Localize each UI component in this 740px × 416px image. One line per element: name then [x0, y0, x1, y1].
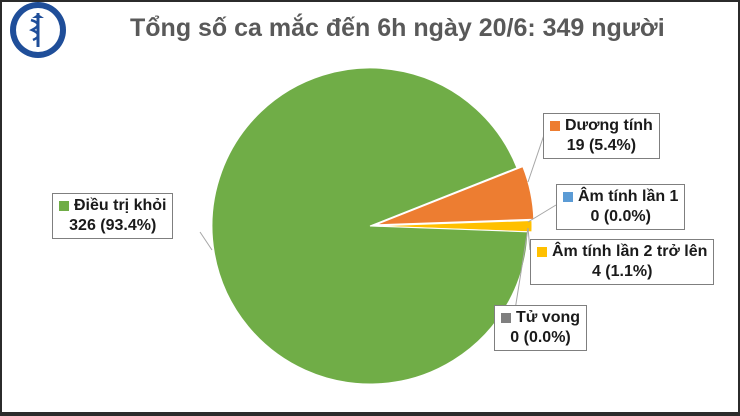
- label-am-tinh-lan-2: Âm tính lần 2 trở lên 4 (1.1%): [530, 239, 715, 285]
- label-value: 19 (5.4%): [566, 137, 637, 154]
- leader-line-1: [527, 204, 557, 223]
- label-value: 4 (1.1%): [591, 263, 653, 280]
- legend-swatch: [563, 192, 573, 202]
- leader-line-4: [199, 231, 213, 251]
- label-name: Tử vong: [516, 309, 581, 326]
- label-tu-vong: Tử vong 0 (0.0%): [494, 305, 588, 351]
- label-name: Dương tính: [565, 117, 653, 134]
- label-name: Âm tính lần 1: [578, 188, 679, 205]
- chart-title: Tổng số ca mắc đến 6h ngày 20/6: 349 ngư…: [130, 14, 665, 42]
- pie-slice-0: [375, 165, 535, 226]
- leader-line-3: [514, 227, 529, 311]
- label-value: 0 (0.0%): [590, 208, 651, 225]
- label-value: 0 (0.0%): [510, 329, 571, 346]
- label-name: Điều trị khỏi: [74, 197, 167, 214]
- pie-slice-2: [373, 219, 533, 233]
- legend-swatch: [537, 247, 547, 257]
- leader-line-0: [527, 131, 546, 183]
- legend-swatch: [501, 313, 511, 323]
- leader-line-2: [527, 227, 531, 251]
- label-am-tinh-lan-1: Âm tính lần 1 0 (0.0%): [556, 184, 686, 230]
- label-value: 326 (93.4%): [69, 217, 157, 234]
- ministry-of-health-logo: [10, 2, 66, 58]
- label-name: Âm tính lần 2 trở lên: [552, 243, 708, 260]
- label-dieu-tri-khoi: Điều trị khỏi 326 (93.4%): [52, 193, 174, 239]
- label-duong-tinh: Dương tính 19 (5.4%): [543, 113, 660, 159]
- legend-swatch: [59, 201, 69, 211]
- pie-slice-4: [211, 67, 529, 385]
- legend-swatch: [550, 121, 560, 131]
